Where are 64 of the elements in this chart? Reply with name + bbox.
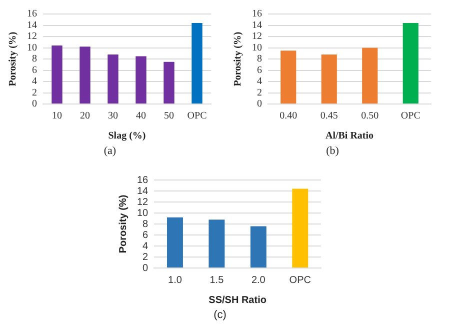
x-axis-title: Slag (%) [108, 130, 146, 142]
y-axis-title: Porosity (%) [118, 194, 129, 254]
y-tick-label: 12 [137, 196, 149, 208]
bar [108, 54, 118, 104]
x-tick-label: 0.40 [280, 110, 298, 122]
bar [250, 226, 266, 268]
x-tick-label: 30 [108, 110, 118, 122]
y-axis-title: Porosity (%) [232, 32, 244, 86]
y-tick-label: 4 [142, 240, 149, 252]
y-tick-label: 10 [27, 42, 37, 54]
x-tick-label: OPC [187, 110, 208, 122]
x-tick-label: 1.0 [168, 274, 182, 286]
y-tick-label: 2 [257, 87, 262, 98]
bar [192, 23, 202, 104]
y-tick-label: 0 [257, 98, 262, 110]
text: (b) [325, 145, 340, 157]
y-tick-label: 4 [257, 76, 262, 88]
bar [280, 50, 296, 104]
x-tick-label: 10 [52, 110, 62, 122]
y-tick-label: 12 [252, 31, 262, 42]
x-tick-label: OPC [400, 110, 421, 122]
x-tick-label: 0.50 [361, 110, 379, 122]
y-tick-label: 6 [257, 64, 262, 76]
x-tick-label: 50 [164, 110, 174, 122]
y-tick-label: 6 [142, 230, 149, 241]
x-axis-title: SS/SH Ratio [208, 294, 266, 306]
y-axis-title: Porosity (%) [8, 32, 19, 86]
bar [292, 188, 308, 268]
bar [362, 48, 378, 104]
y-tick-label: 10 [252, 42, 262, 54]
text: (a) [102, 145, 118, 157]
x-tick-label: 40 [136, 110, 146, 122]
y-tick-label: 14 [252, 20, 262, 31]
y-tick-label: 12 [27, 31, 37, 42]
y-tick-label: 14 [137, 186, 149, 197]
y-tick-label: 16 [252, 8, 262, 20]
bar [167, 217, 183, 268]
bar [208, 220, 225, 268]
x-tick-label: 20 [80, 110, 90, 122]
bar [136, 56, 146, 104]
x-tick-label: 2.0 [251, 274, 266, 286]
text: (c) [212, 309, 228, 321]
y-tick-label: 2 [32, 87, 37, 98]
bar [80, 46, 90, 104]
x-tick-label: OPC [289, 274, 311, 286]
bar [52, 46, 62, 104]
y-tick-label: 8 [32, 54, 37, 65]
y-tick-label: 4 [32, 76, 37, 88]
bar [402, 23, 418, 104]
y-tick-label: 2 [142, 252, 149, 263]
y-tick-label: 16 [137, 174, 149, 186]
y-tick-label: 0 [142, 262, 149, 274]
y-tick-label: 8 [257, 54, 262, 65]
y-tick-label: 10 [137, 208, 149, 219]
bar [321, 54, 337, 104]
y-tick-label: 16 [27, 8, 37, 20]
bar [164, 62, 174, 104]
x-axis-title: Al/Bi Ratio [325, 130, 374, 142]
x-tick-label: 1.5 [210, 274, 224, 286]
y-tick-label: 0 [32, 98, 37, 110]
y-tick-label: 8 [142, 218, 149, 230]
x-tick-label: 0.45 [320, 110, 338, 122]
y-tick-label: 6 [32, 64, 37, 76]
y-tick-label: 14 [27, 20, 37, 31]
